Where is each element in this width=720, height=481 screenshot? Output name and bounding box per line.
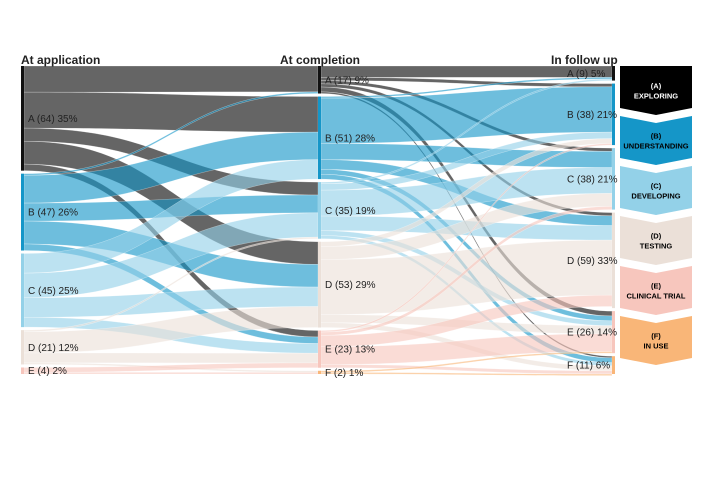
node-stage1-D <box>318 241 321 328</box>
legend-box-E <box>620 266 692 315</box>
legend-box-D <box>620 216 692 265</box>
node-stage0-C <box>21 253 24 328</box>
node-stage2-F <box>612 356 615 374</box>
flow-0-A-to-A <box>23 65 319 93</box>
flow-0-A-to-B <box>23 91 319 133</box>
node-stage2-E <box>612 311 615 354</box>
legend-name-C: DEVELOPING <box>631 192 680 201</box>
stage-title-application: At application <box>21 53 100 67</box>
node-label-stage1-F: F (2) 1% <box>325 368 363 379</box>
node-label-stage2-B: B (38) 21% <box>567 110 617 121</box>
node-label-stage2-A: A (9) 5% <box>567 69 605 80</box>
legend-code-D: (D) <box>651 232 662 241</box>
legend-code-C: (C) <box>651 182 662 191</box>
legend-item-E: (E)CLINICAL TRIAL <box>620 266 692 315</box>
node-stage0-B <box>21 173 24 251</box>
stage-title-completion: At completion <box>280 53 360 67</box>
legend-box-A <box>620 66 692 115</box>
legend-name-F: IN USE <box>643 342 668 351</box>
node-label-stage0-A: A (64) 35% <box>28 114 78 125</box>
legend-item-D: (D)TESTING <box>620 216 692 265</box>
labels-layer: A (64) 35% B (47) 26% C (45) 25% D (21) 12%… <box>28 69 618 379</box>
flow-1-C-to-A <box>320 78 613 184</box>
legend-box-F <box>620 316 692 365</box>
legend-name-E: CLINICAL TRIAL <box>626 292 685 301</box>
legend-item-F: (F)IN USE <box>620 316 692 365</box>
node-stage2-A <box>612 66 615 81</box>
flow-1-E-to-C <box>320 206 613 336</box>
node-label-stage0-E: E (4) 2% <box>28 366 67 377</box>
node-label-stage1-C: C (35) 19% <box>325 206 376 217</box>
node-label-stage1-E: E (23) 13% <box>325 345 375 356</box>
node-label-stage1-D: D (53) 29% <box>325 280 376 291</box>
node-stage2-D <box>612 212 615 309</box>
node-stage0-A <box>21 66 24 171</box>
node-stage1-A <box>318 66 321 94</box>
stage-titles: At application At completion In follow u… <box>21 53 618 67</box>
node-label-stage1-B: B (51) 28% <box>325 133 375 144</box>
legend-box-C <box>620 166 692 215</box>
node-stage2-B <box>612 83 615 146</box>
legend-item-A: (A)EXPLORING <box>620 66 692 115</box>
node-stage0-E <box>21 367 24 374</box>
legend-item-C: (C)DEVELOPING <box>620 166 692 215</box>
node-label-stage2-E: E (26) 14% <box>567 328 617 339</box>
legend-code-B: (B) <box>651 132 662 141</box>
legend-name-D: TESTING <box>640 242 673 251</box>
legend-box-B <box>620 116 692 165</box>
legend-code-E: (E) <box>651 282 662 291</box>
stage-title-followup: In follow up <box>551 53 618 67</box>
legend-item-B: (B)UNDERSTANDING <box>620 116 692 165</box>
node-label-stage2-F: F (11) 6% <box>567 361 610 372</box>
nodes-layer <box>21 66 615 374</box>
node-label-stage0-C: C (45) 25% <box>28 286 79 297</box>
flow-0-D-to-E <box>23 352 319 364</box>
flows-layer <box>23 65 613 376</box>
node-label-stage0-B: B (47) 26% <box>28 208 78 219</box>
node-label-stage2-C: C (38) 21% <box>567 174 618 185</box>
legend-code-A: (A) <box>651 82 662 91</box>
node-label-stage0-D: D (21) 12% <box>28 343 79 354</box>
node-stage1-B <box>318 96 321 180</box>
node-stage0-D <box>21 330 24 365</box>
node-stage1-E <box>318 330 321 368</box>
node-label-stage2-D: D (59) 33% <box>567 256 618 267</box>
node-stage1-C <box>318 182 321 239</box>
node-stage1-F <box>318 370 321 374</box>
legend: (A)EXPLORING(B)UNDERSTANDING(C)DEVELOPIN… <box>620 66 692 365</box>
flow-1-E-to-B <box>320 143 613 333</box>
flow-0-E-to-F <box>23 372 319 375</box>
legend-name-A: EXPLORING <box>634 92 678 101</box>
legend-name-B: UNDERSTANDING <box>623 142 688 151</box>
node-stage2-C <box>612 148 615 210</box>
legend-code-F: (F) <box>651 332 661 341</box>
node-label-stage1-A: A (17) 9% <box>325 75 369 86</box>
flow-0-D-to-C <box>23 236 319 332</box>
